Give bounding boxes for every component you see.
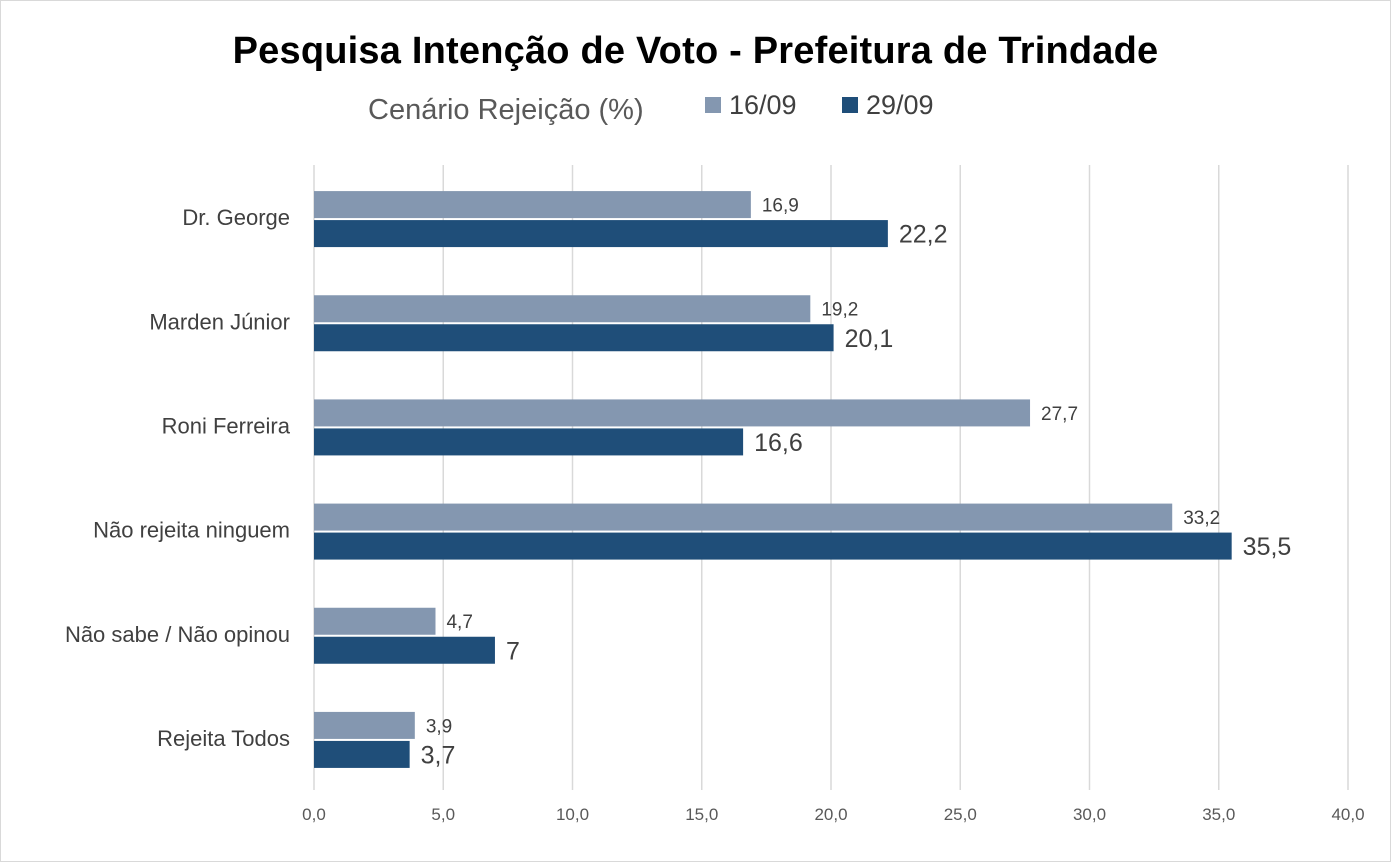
bar-series-1 — [314, 711, 415, 739]
x-tick-label: 5,0 — [431, 805, 455, 824]
legend-item-series-1: 16/09 — [705, 88, 797, 122]
data-label-series-1: 4,7 — [446, 612, 472, 633]
data-label-series-1: 27,7 — [1041, 404, 1078, 425]
data-label-series-2: 20,1 — [845, 325, 894, 353]
x-tick-label: 20,0 — [814, 805, 847, 824]
chart-subtitle: Cenário Rejeição (%) — [368, 94, 644, 126]
data-label-series-1: 3,9 — [426, 716, 452, 737]
data-label-series-2: 35,5 — [1243, 533, 1292, 561]
x-tick-label: 0,0 — [302, 805, 326, 824]
bar-series-2 — [314, 532, 1232, 560]
category-label: Marden Júnior — [149, 309, 290, 334]
bar-series-2 — [314, 324, 834, 352]
category-label: Não sabe / Não opinou — [65, 622, 290, 647]
data-label-series-1: 19,2 — [821, 300, 858, 321]
category-label: Não rejeita ninguem — [93, 518, 290, 543]
legend-swatch-series-1 — [705, 97, 721, 113]
x-tick-label: 40,0 — [1331, 805, 1364, 824]
bar-series-1 — [314, 191, 751, 219]
bar-series-1 — [314, 607, 436, 635]
bar-series-2 — [314, 428, 744, 456]
x-tick-label: 30,0 — [1073, 805, 1106, 824]
category-label: Rejeita Todos — [157, 726, 290, 751]
x-tick-label: 15,0 — [685, 805, 718, 824]
bar-series-1 — [314, 399, 1031, 427]
category-label: Roni Ferreira — [162, 413, 291, 438]
data-label-series-2: 22,2 — [899, 221, 948, 249]
data-label-series-2: 16,6 — [754, 429, 803, 457]
legend-label-series-1: 16/09 — [729, 89, 797, 120]
data-label-series-1: 33,2 — [1183, 508, 1220, 529]
data-label-series-2: 7 — [506, 637, 520, 665]
category-label: Dr. George — [182, 205, 290, 230]
legend-swatch-series-2 — [842, 97, 858, 113]
bar-series-1 — [314, 503, 1173, 531]
chart-title: Pesquisa Intenção de Voto - Prefeitura d… — [232, 30, 1159, 72]
bar-series-1 — [314, 295, 811, 323]
x-tick-label: 35,0 — [1202, 805, 1235, 824]
legend-label-series-2: 29/09 — [866, 89, 934, 120]
x-tick-label: 10,0 — [556, 805, 589, 824]
data-label-series-2: 3,7 — [421, 741, 456, 769]
bar-series-2 — [314, 636, 495, 664]
legend-item-series-2: 29/09 — [842, 88, 934, 122]
bar-series-2 — [314, 220, 888, 248]
data-label-series-1: 16,9 — [762, 195, 799, 216]
x-tick-label: 25,0 — [944, 805, 977, 824]
bar-series-2 — [314, 740, 410, 768]
